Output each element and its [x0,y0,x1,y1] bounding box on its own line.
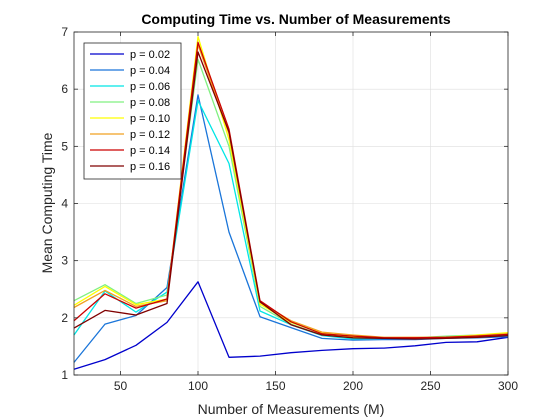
legend-entry-3: p = 0.06 [130,81,170,93]
series-lines [73,35,509,370]
x-tick-label: 100 [188,379,208,393]
y-tick-label: 6 [61,82,68,96]
legend-entry-2: p = 0.04 [130,65,170,77]
legend-entry-7: p = 0.14 [130,145,170,157]
legend-entry-5: p = 0.10 [130,113,170,125]
legend: p = 0.02 p = 0.04 p = 0.06 p = 0.08 p = 0.10… [83,42,182,180]
y-axis-label: Mean Computing Time [39,132,55,273]
y-tick-label: 7 [61,25,68,39]
legend-box [83,42,182,180]
series-line-8 [73,51,509,340]
y-tick-label: 4 [61,197,68,211]
y-tick-label: 1 [61,368,68,382]
legend-entry-8: p = 0.16 [130,161,170,173]
series-line-7 [73,41,509,339]
x-tick-label: 200 [343,379,363,393]
legend-entry-4: p = 0.08 [130,97,170,109]
legend-entry-6: p = 0.12 [130,129,170,141]
y-tick-label: 2 [61,311,68,325]
y-tick-label: 3 [61,254,68,268]
y-tick-label: 5 [61,139,68,153]
legend-entry-1: p = 0.02 [130,49,170,61]
chart-title: Computing Time vs. Number of Measurement… [141,11,451,27]
series-line-1 [73,281,509,370]
x-tick-label: 250 [420,379,440,393]
x-tick-label: 50 [114,379,128,393]
axis-ticks: 50 100 150 200 250 300 1 2 3 4 5 6 7 [61,25,518,393]
x-axis-label: Number of Measurements (M) [198,401,385,417]
x-tick-label: 150 [265,379,285,393]
x-tick-label: 300 [498,379,518,393]
